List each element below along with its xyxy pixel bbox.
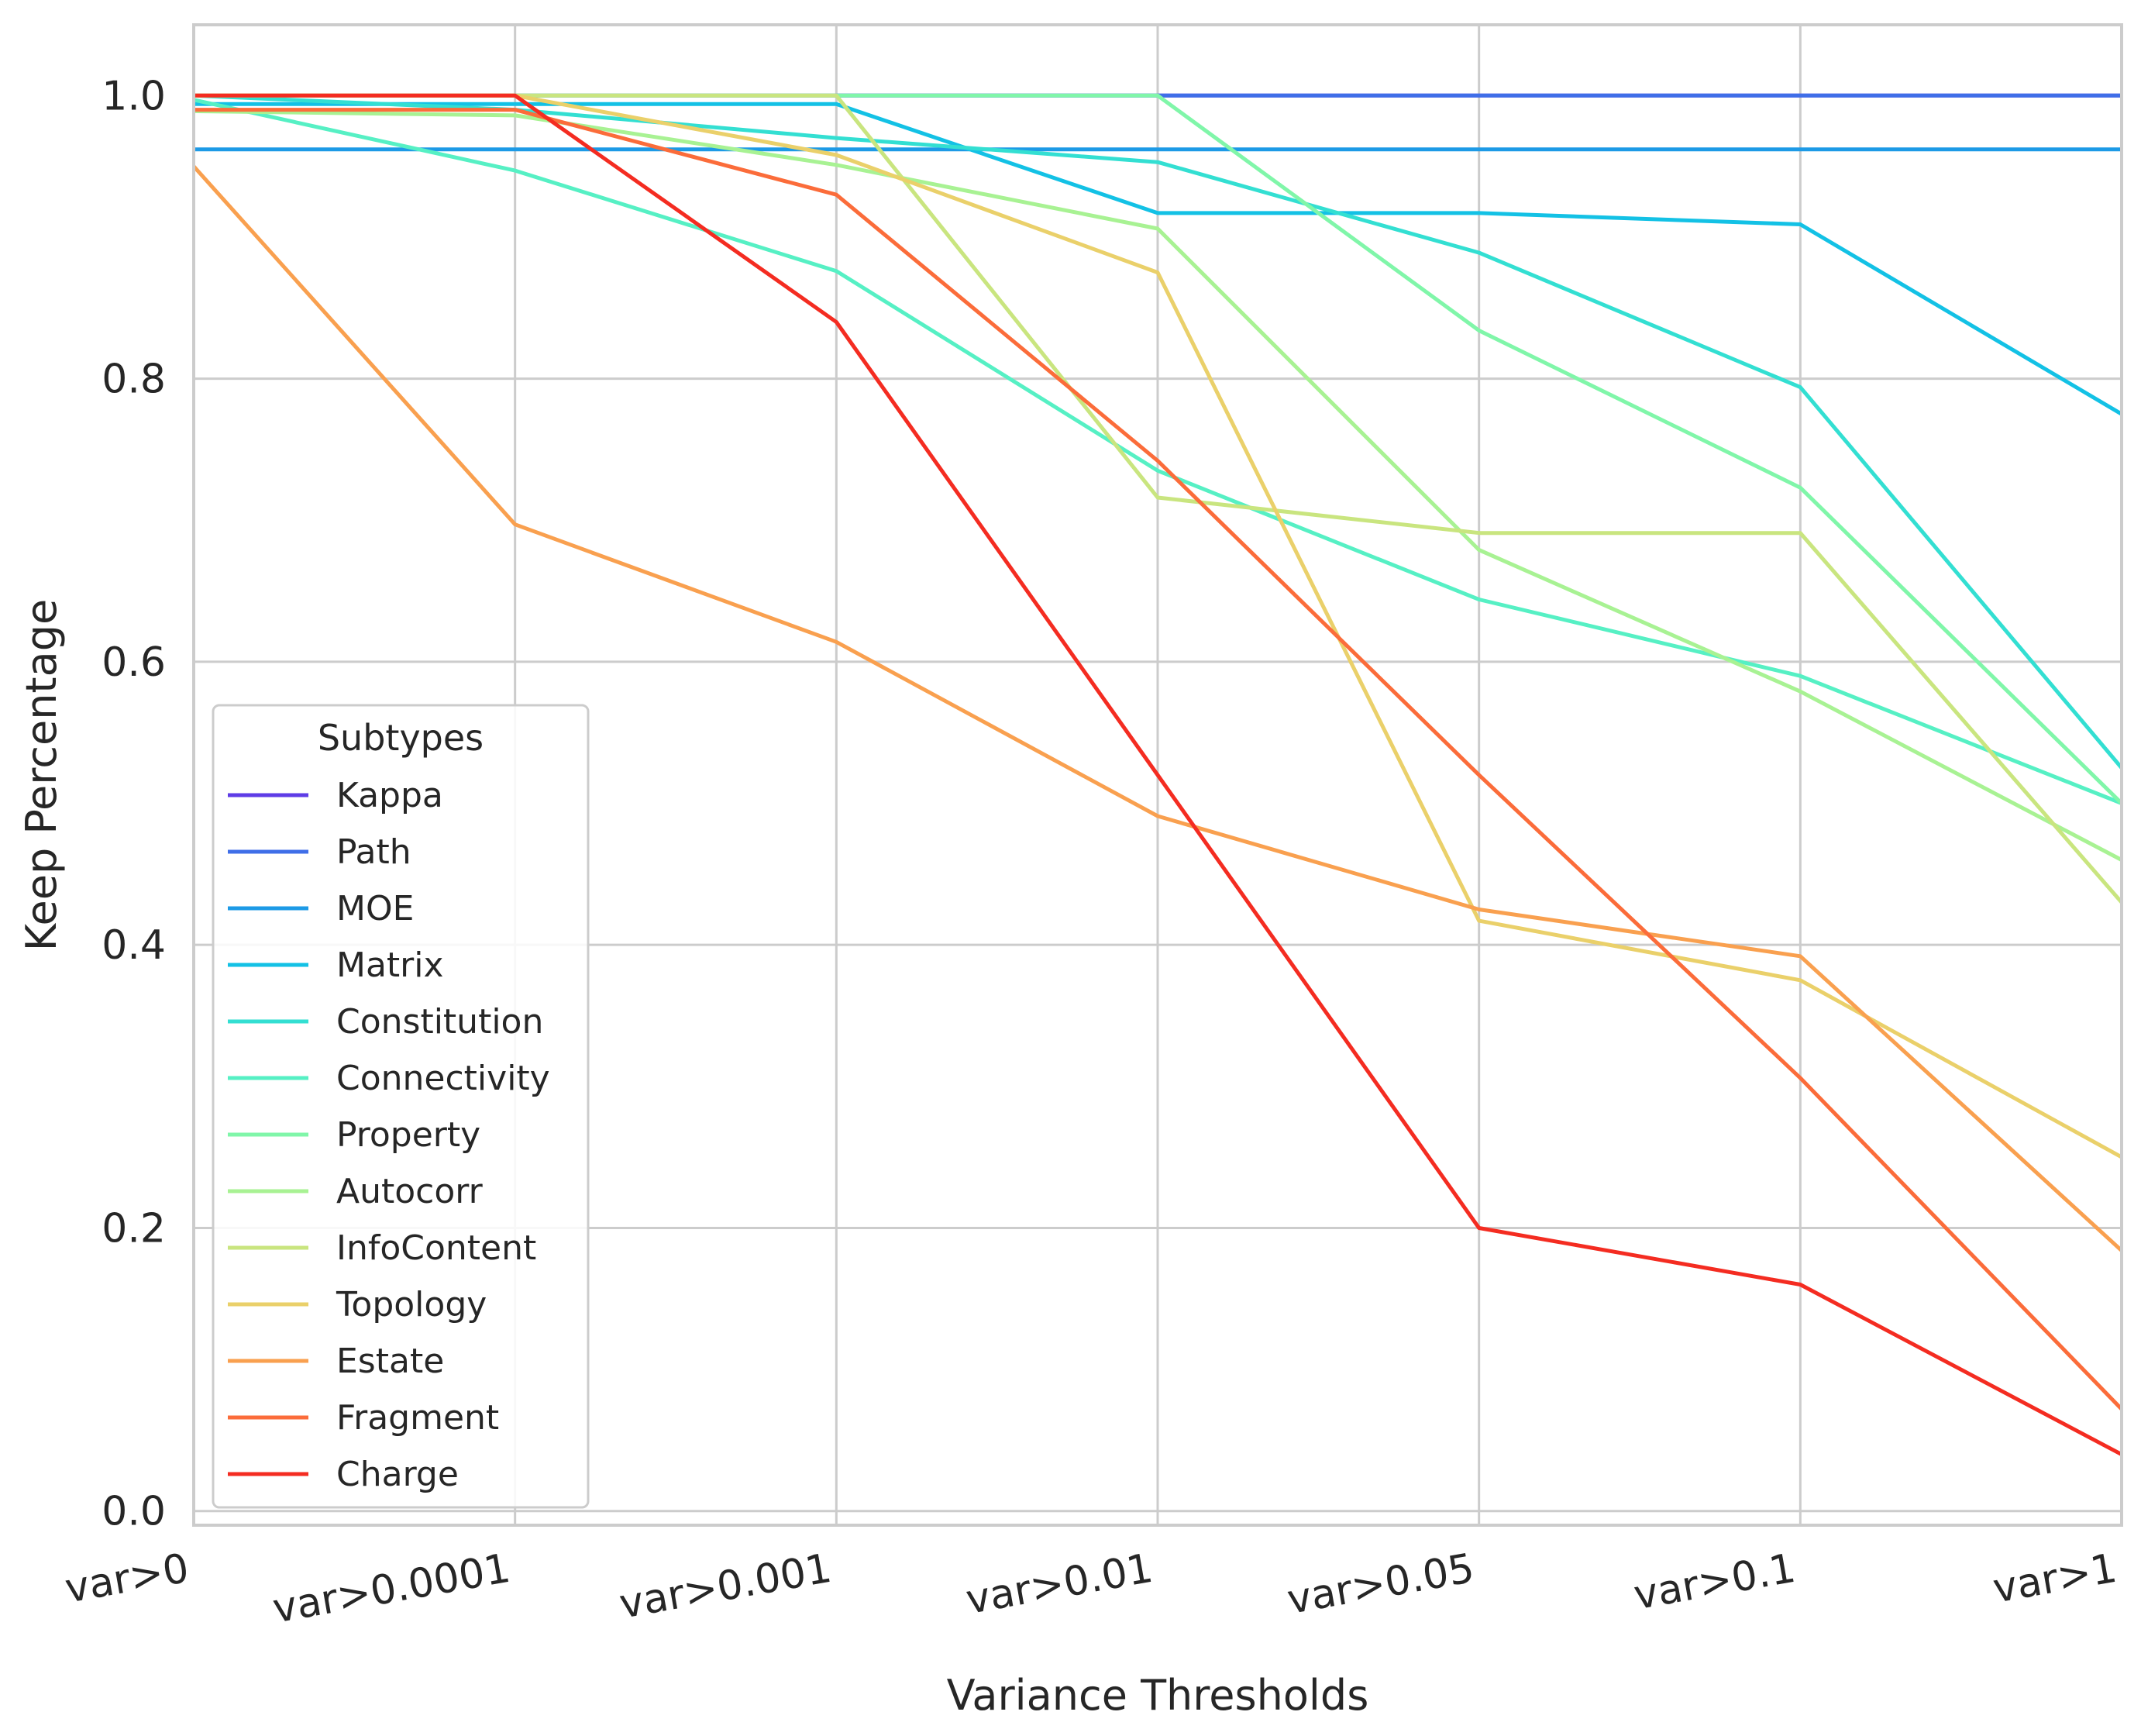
legend-label: Charge [336,1455,459,1494]
series-line-estate [192,164,2123,1252]
legend-label: Property [336,1115,480,1155]
y-tick-labels: 0.0 0.2 0.4 0.6 0.8 1.0 [102,73,166,1534]
plot-frame [192,23,2123,1527]
legend-label: Path [336,832,411,872]
x-tick-label: var>0.1 [1630,1545,1799,1620]
y-tick-label: 0.8 [102,356,166,403]
legend-label: Estate [336,1342,444,1381]
x-tick-label: var>1 [1990,1545,2121,1613]
legend-label: Kappa [336,776,443,815]
legend-label: Matrix [336,946,444,985]
legend-label: InfoContent [336,1228,536,1268]
y-tick-label: 0.6 [102,639,166,686]
series-lines [192,93,2123,1456]
x-tick-label: var>0.01 [962,1545,1156,1624]
legend-box [212,704,590,1509]
legend-label: Autocorr [336,1172,484,1211]
legend-label: MOE [336,889,414,928]
legend: Subtypes Kappa Path MOE Matrix Constitution C… [212,704,590,1509]
series-line-matrix [194,102,2123,416]
series-line-fragment [194,108,2123,1410]
series-line-autocorr [193,108,2123,862]
x-tick-label: var>0.05 [1284,1545,1478,1624]
legend-label: Fragment [336,1398,499,1438]
y-tick-label: 0.0 [102,1489,166,1535]
series-line-connectivity [193,98,2122,805]
x-tick-label: var>0 [62,1545,193,1613]
y-tick-label: 0.4 [102,922,166,969]
legend-label: Topology [336,1285,487,1324]
y-tick-label: 1.0 [102,73,166,119]
x-tick-label: var>0.001 [616,1545,835,1628]
legend-label: Connectivity [336,1059,550,1098]
y-axis-label: Keep Percentage [17,599,66,951]
x-tick-labels: var>0 var>0.0001 var>0.001 var>0.01 var>0.05… [62,1545,2121,1633]
y-tick-label: 0.2 [102,1205,166,1252]
legend-items: Kappa Path MOE Matrix Constitution Connectivi… [228,776,550,1494]
legend-title: Subtypes [318,717,484,759]
x-tick-label: var>0.0001 [270,1545,514,1633]
series-line-charge [194,93,2123,1456]
x-axis-label: Variance Thresholds [947,1671,1369,1720]
legend-label: Constitution [336,1002,543,1042]
